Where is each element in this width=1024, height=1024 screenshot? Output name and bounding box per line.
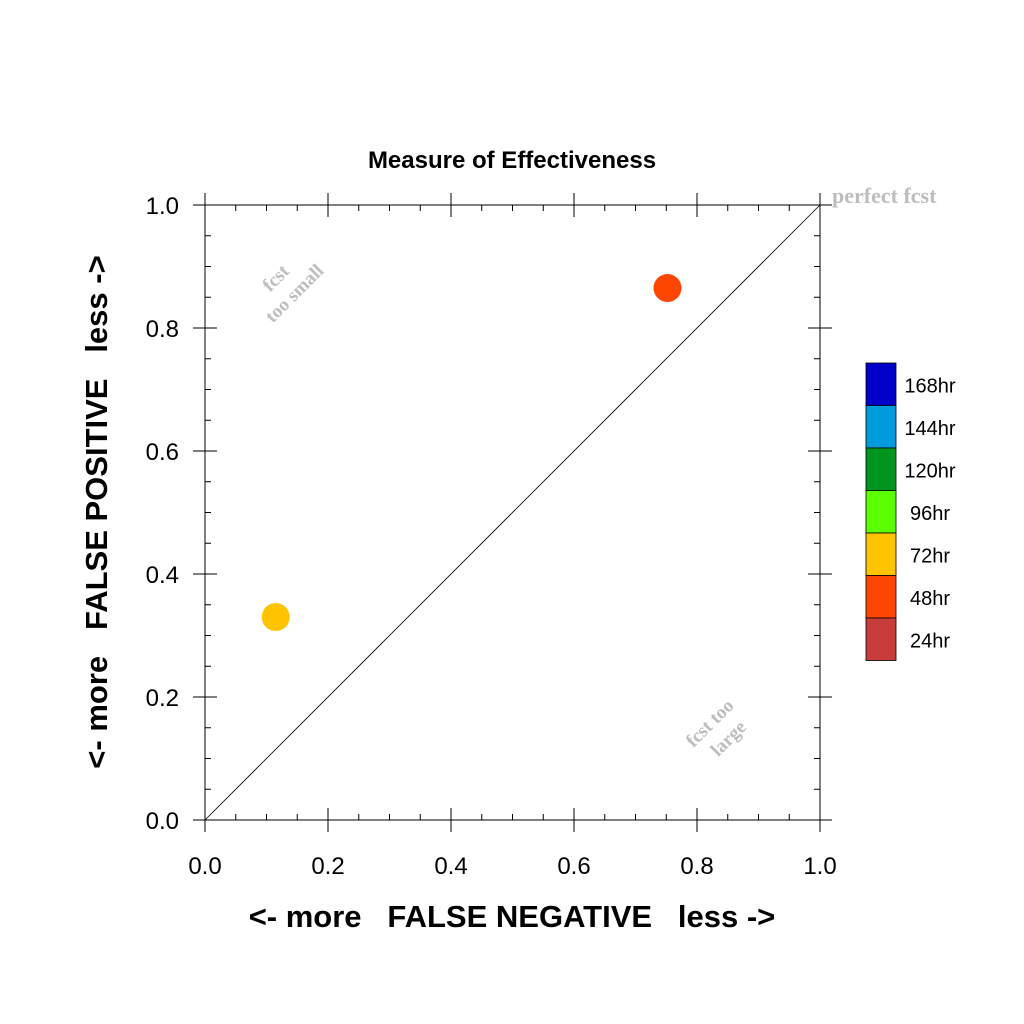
- data-point-48hr: [653, 274, 682, 303]
- x-tick-label: 0.8: [680, 853, 713, 880]
- x-tick-label: 0.6: [557, 853, 590, 880]
- x-tick-label: 0.2: [311, 853, 344, 880]
- legend-label-72hr: 72hr: [910, 545, 950, 567]
- region-label-too-small: fcst too small: [245, 244, 329, 328]
- legend-swatch-48hr: [865, 575, 897, 619]
- y-axis-label: <- more FALSE POSITIVE less ->: [79, 255, 114, 768]
- legend-label-144hr: 144hr: [904, 418, 955, 440]
- axis-ticks: [193, 193, 832, 832]
- legend-swatch-144hr: [865, 405, 897, 449]
- data-points: [261, 274, 682, 632]
- legend-label-120hr: 120hr: [904, 460, 955, 482]
- legend-label-96hr: 96hr: [910, 503, 950, 525]
- legend-label-168hr: 168hr: [904, 375, 955, 397]
- y-tick-label: 0.0: [146, 808, 179, 835]
- chart-title: Measure of Effectiveness: [368, 147, 656, 174]
- y-tick-labels: 0.0 0.2 0.4 0.6 0.8 1.0: [146, 193, 179, 835]
- legend: 168hr 144hr 120hr 96hr 72hr 48hr 24hr: [865, 362, 956, 661]
- legend-swatch-24hr: [865, 617, 897, 661]
- legend-swatch-120hr: [865, 447, 897, 491]
- y-tick-label: 0.4: [146, 562, 179, 589]
- legend-swatch-96hr: [865, 490, 897, 534]
- legend-swatch-72hr: [865, 532, 897, 576]
- y-tick-label: 1.0: [146, 193, 179, 220]
- perfect-forecast-line: [204, 204, 821, 821]
- x-axis-label: <- more FALSE NEGATIVE less ->: [249, 899, 776, 934]
- data-point-72hr: [261, 603, 290, 632]
- legend-label-48hr: 48hr: [910, 588, 950, 610]
- y-tick-label: 0.2: [146, 685, 179, 712]
- x-tick-labels: 0.0 0.2 0.4 0.6 0.8 1.0: [188, 853, 836, 880]
- y-tick-label: 0.6: [146, 439, 179, 466]
- region-label-too-large: fcst too large: [682, 692, 759, 769]
- y-tick-label: 0.8: [146, 316, 179, 343]
- x-tick-label: 0.4: [434, 853, 467, 880]
- x-tick-label: 1.0: [803, 853, 836, 880]
- legend-label-24hr: 24hr: [910, 630, 950, 652]
- legend-swatch-168hr: [865, 362, 897, 406]
- perfect-forecast-label: perfect fcst: [832, 183, 937, 208]
- x-tick-label: 0.0: [188, 853, 221, 880]
